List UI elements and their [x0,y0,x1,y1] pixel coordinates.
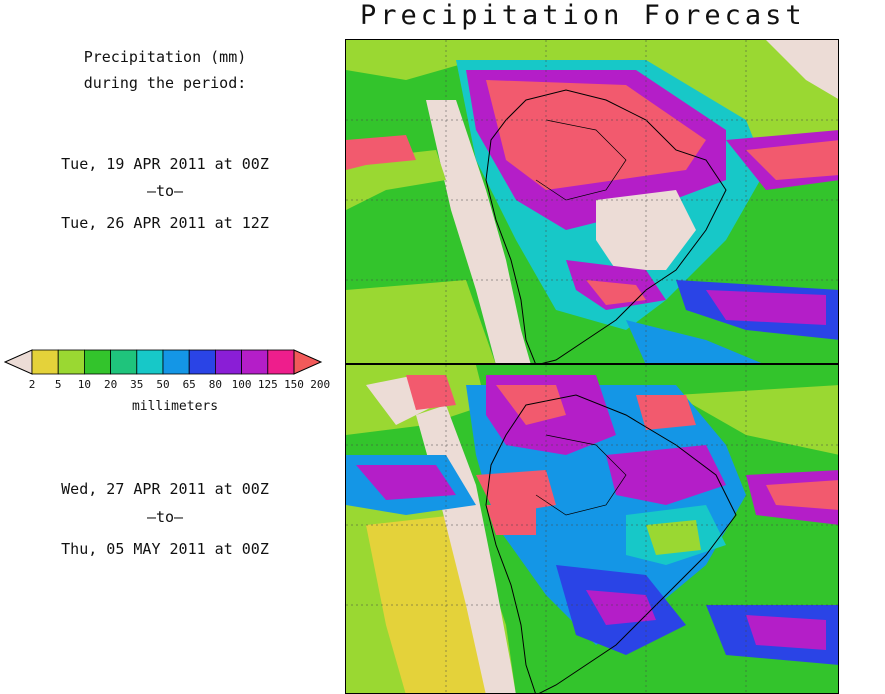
period1-end: Tue, 26 APR 2011 at 12Z [61,214,269,232]
legend-cell [31,349,59,375]
legend-tick-label: 5 [54,378,62,391]
legend-tick-label: 35 [130,378,144,391]
legend-ticks: 2 5 10 20 35 50 65 80 100 125 150 200 [22,378,332,392]
legend-tick-label: 65 [182,378,196,391]
legend-colorbar [4,349,323,375]
legend-cell [84,349,112,375]
subtitle-line1: Precipitation (mm) [83,48,247,66]
subtitle-line2: during the period: [83,74,247,92]
period2-end: Thu, 05 MAY 2011 at 00Z [61,540,269,558]
legend-tick-label: 20 [103,378,118,391]
period2-separator: –to– [146,508,184,526]
legend-arrow-left [4,349,33,375]
legend-cell [136,349,164,375]
legend-cell [162,349,190,375]
legend-tick-label: 200 [310,378,331,391]
legend-arrow-right [293,349,323,375]
legend-cell [241,349,269,375]
period1-separator: –to– [146,182,184,200]
legend-tick-label: 2 [28,378,36,391]
legend-cell [57,349,85,375]
legend-tick-label: 125 [257,378,278,391]
legend-tick-label: 100 [231,378,252,391]
legend-cell [267,349,295,375]
legend-cell [110,349,138,375]
legend-tick-label: 50 [156,378,170,391]
legend-tick-label: 10 [77,378,92,391]
legend-tick-label: 80 [208,378,223,391]
legend-cell [214,349,242,375]
legend-unit-label: millimeters [131,399,219,414]
period1-start: Tue, 19 APR 2011 at 00Z [61,155,269,173]
period2-start: Wed, 27 APR 2011 at 00Z [61,480,269,498]
legend-tick-label: 150 [284,378,304,391]
forecast-map-period1 [345,39,839,364]
page-title: Precipitation Forecast [360,0,806,31]
legend-cell [188,349,216,375]
forecast-map-period2 [345,364,839,694]
